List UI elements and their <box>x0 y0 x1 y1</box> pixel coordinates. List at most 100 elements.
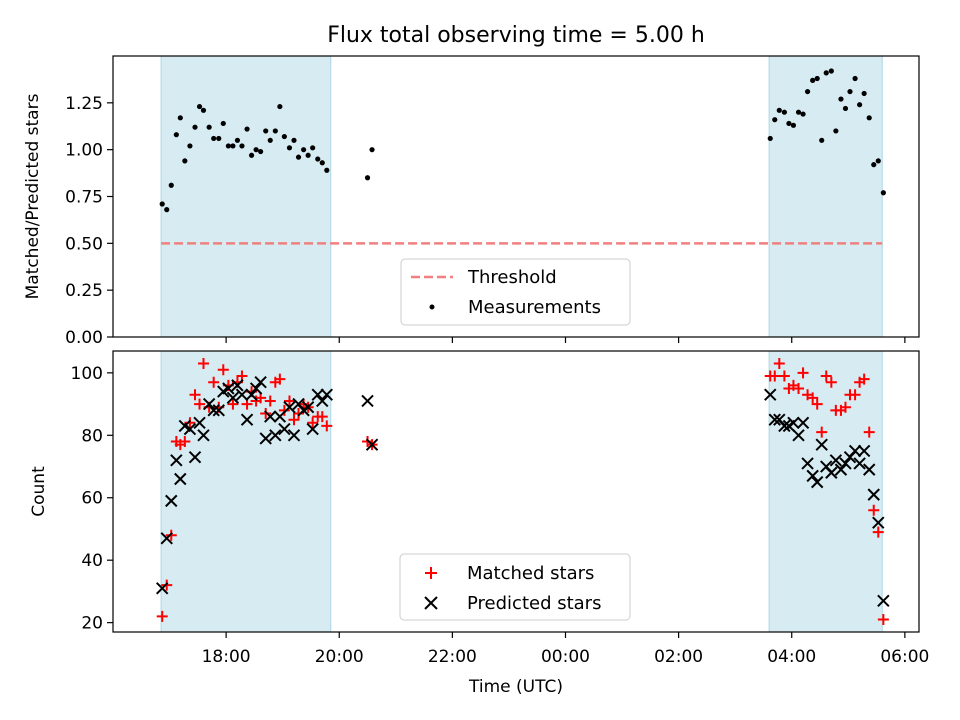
predicted-star-point <box>311 388 324 401</box>
matched-star-point <box>274 373 286 385</box>
matched-star-point <box>307 417 319 429</box>
predicted-star-point <box>188 450 202 464</box>
measurement-point <box>305 152 311 158</box>
predicted-star-point <box>170 454 183 467</box>
measurement-point <box>804 88 811 95</box>
measurements-series <box>159 68 886 213</box>
matched-star-point <box>811 398 823 410</box>
bottom-panel: 20 40 60 80 100 18:00 20:00 22:00 00:00 02:00 04:… <box>29 350 929 697</box>
matched-star-point <box>316 411 328 423</box>
predicted-star-point <box>231 379 244 392</box>
measurement-point <box>230 143 236 149</box>
bottom-y-tick-label: 60 <box>81 489 103 509</box>
top-panel: 0.00 0.25 0.50 0.75 1.00 1.25 Matched/Predict… <box>23 55 920 348</box>
measurement-point <box>272 128 278 134</box>
predicted-star-point <box>259 432 272 445</box>
x-tick-label: 06:00 <box>880 647 929 667</box>
predicted-star-point <box>316 394 329 408</box>
measurement-point <box>790 122 797 128</box>
bottom-legend: Matched stars Predicted stars <box>399 553 631 621</box>
top-y-tick-label: 1.25 <box>65 94 103 114</box>
predicted-star-point <box>245 388 258 401</box>
measurement-point <box>364 175 371 181</box>
measurement-point <box>776 107 782 113</box>
measurement-point <box>168 182 174 188</box>
matched-star-point <box>208 376 220 388</box>
matched-star-point <box>863 426 875 438</box>
matched-star-point <box>778 370 790 382</box>
predicted-star-point <box>801 457 814 470</box>
matched-star-point <box>288 414 300 426</box>
matched-star-point <box>769 370 781 382</box>
measurement-point <box>847 88 853 95</box>
predicted-star-point <box>283 400 296 414</box>
predicted-star-point <box>796 416 810 430</box>
predicted-star-point <box>174 472 187 486</box>
top-y-tick-label: 0.00 <box>65 328 103 348</box>
measurement-point <box>301 147 307 153</box>
measurement-point <box>267 137 273 143</box>
predicted-star-point <box>810 475 824 489</box>
matched-star-point <box>820 370 832 382</box>
bottom-y-tick-label: 20 <box>81 614 103 634</box>
matched-star-point <box>321 420 333 432</box>
measurement-point <box>871 162 877 168</box>
measurement-point <box>192 124 198 130</box>
measurement-point <box>880 190 886 196</box>
x-axis-label: Time (UTC) <box>468 677 563 697</box>
top-shaded-region-1 <box>768 55 883 338</box>
top-y-tick-label: 0.25 <box>65 281 103 301</box>
measurement-point <box>248 152 255 158</box>
predicted-star-point <box>207 404 220 417</box>
measurement-point <box>182 158 188 164</box>
predicted-star-point <box>792 429 805 442</box>
measurement-point <box>216 135 222 142</box>
bottom-shaded-region-1 <box>768 350 883 633</box>
matched-star-point <box>872 526 884 538</box>
predicted-star-point <box>320 388 334 401</box>
predicted-star-point <box>829 454 843 467</box>
x-tick-label: 04:00 <box>767 647 816 667</box>
matched-star-point <box>278 404 290 416</box>
predicted-star-point <box>361 394 374 408</box>
predicted-star-point <box>768 413 781 426</box>
top-shaded-regions <box>160 55 883 338</box>
predicted-star-point <box>269 429 282 442</box>
matched-star-point <box>194 398 206 410</box>
measurement-point <box>277 103 283 110</box>
bottom-y-tick-label: 80 <box>81 426 103 446</box>
matched-legend-swatch <box>425 567 437 579</box>
matched-star-point <box>825 376 837 388</box>
top-legend: Threshold Measurements <box>400 258 631 326</box>
predicted-star-point <box>787 416 800 430</box>
predicted-star-point <box>872 516 885 529</box>
predicted-star-point <box>193 416 206 430</box>
matched-star-point <box>807 392 819 404</box>
matched-star-point <box>189 389 201 401</box>
matched-star-point <box>184 417 196 429</box>
matched-star-point <box>179 436 191 448</box>
top-y-tick-label: 1.00 <box>65 141 103 161</box>
predicted-star-point <box>197 429 210 442</box>
measurement-point <box>263 128 269 134</box>
measurement-point <box>225 143 231 149</box>
x-tick-label: 22:00 <box>428 647 477 667</box>
measurement-point <box>842 105 849 112</box>
predicted-star-point <box>867 488 880 501</box>
predicted-star-point <box>806 469 819 483</box>
top-shaded-region-0 <box>160 55 332 338</box>
predicted-star-point <box>202 397 216 411</box>
predicted-star-point <box>278 422 291 436</box>
predicted-star-point <box>240 413 254 426</box>
predicted-star-point <box>825 466 838 479</box>
top-y-ticks: 0.00 0.25 0.50 0.75 1.00 1.25 <box>65 94 113 348</box>
matched-star-point <box>264 395 276 407</box>
measurement-point <box>369 147 375 153</box>
measurement-point <box>164 207 170 213</box>
predicted-star-point <box>249 382 263 395</box>
predicted-star-point <box>365 438 379 451</box>
chart-title: Flux total observing time = 5.00 h <box>327 23 705 48</box>
top-y-axis-label: Matched/Predicted stars <box>23 93 43 299</box>
predicted-star-point <box>863 463 876 476</box>
